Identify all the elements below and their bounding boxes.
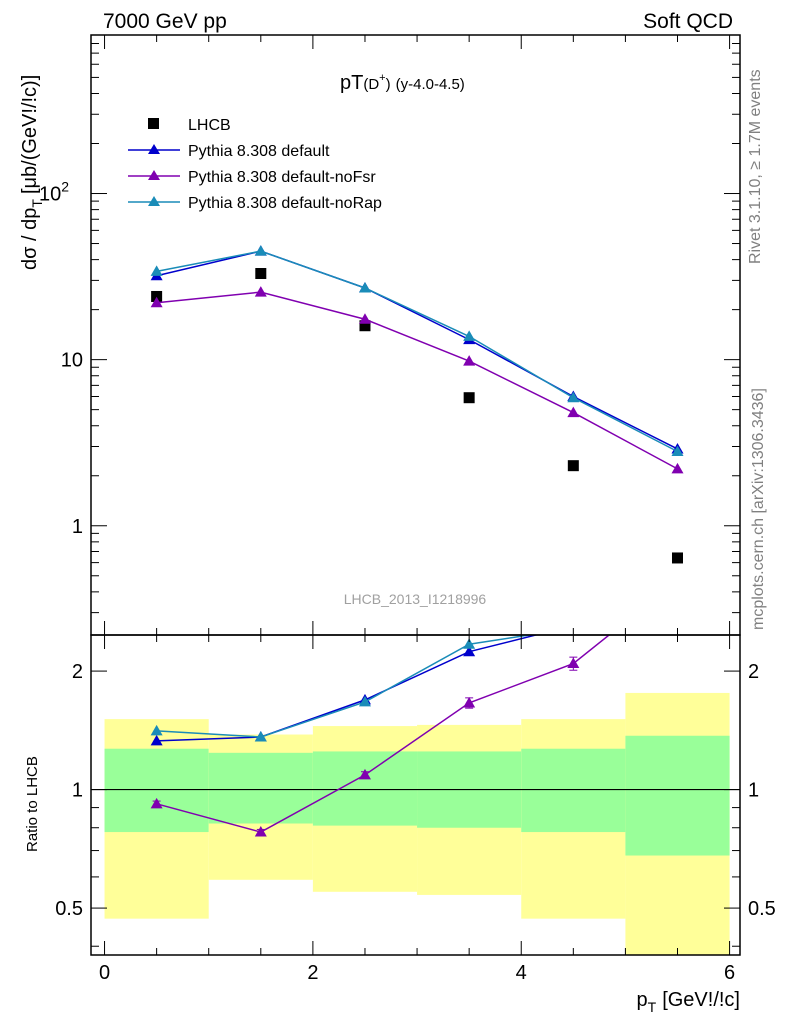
main-plot-area bbox=[150, 245, 684, 564]
x-label-unit: [GeV!/!c] bbox=[662, 989, 740, 1011]
data-point-data bbox=[567, 460, 579, 472]
chart-title-suffix: (y-4.0-4.5) bbox=[396, 76, 465, 93]
ratio-point-noFsr bbox=[567, 657, 580, 669]
source-label: mcplots.cern.ch [arXiv:1306.3436] bbox=[750, 388, 767, 630]
ratio-line-noRap bbox=[156, 635, 535, 738]
chart-title: pT(D+) (y-4.0-4.5) bbox=[340, 72, 465, 94]
legend-item-data: LHCB bbox=[148, 117, 231, 134]
x-tick-label: 4 bbox=[516, 962, 527, 984]
ratio-point-noFsr bbox=[358, 768, 371, 780]
data-point-data bbox=[255, 268, 267, 280]
ratio-point-noRap bbox=[358, 695, 371, 707]
data-point-noFsr bbox=[671, 462, 684, 474]
data-point-data bbox=[463, 392, 475, 404]
data-point-noRap bbox=[358, 281, 371, 293]
data-point-noFsr bbox=[567, 406, 580, 418]
data-point-noRap bbox=[671, 445, 684, 456]
legend-label-data: LHCB bbox=[188, 117, 231, 134]
main-y-tick-label: 10 bbox=[61, 350, 83, 372]
uncertainty-band-inner bbox=[208, 752, 313, 824]
data-point-data bbox=[151, 290, 163, 302]
data-point-noFsr bbox=[254, 286, 267, 297]
legend: LHCB Pythia 8.308 default Pythia 8.308 d… bbox=[128, 117, 382, 212]
ratio-point-noRap bbox=[463, 638, 476, 649]
data-point-data bbox=[359, 320, 371, 332]
data-point-noFsr bbox=[358, 313, 371, 324]
x-tick-label: 2 bbox=[307, 962, 318, 984]
x-tick-label: 0 bbox=[99, 962, 110, 984]
x-tick-label: 6 bbox=[724, 962, 735, 984]
legend-marker-triangle-nofsr bbox=[148, 170, 160, 180]
data-point-noRap bbox=[150, 265, 163, 276]
ratio-point-noFsr bbox=[463, 696, 476, 708]
ratio-y-tick-label-right: 2 bbox=[748, 661, 759, 683]
ratio-point-noRap bbox=[150, 724, 163, 736]
main-y-tick-label-sup: 2 bbox=[61, 179, 69, 195]
main-y-tick-label: 102 bbox=[39, 179, 69, 206]
ratio-point-noRap bbox=[254, 731, 267, 742]
main-y-label-main: dσ / dp bbox=[19, 208, 41, 270]
main-y-axis-label: dσ / dpT [μb/(GeV!/!c)] bbox=[19, 75, 45, 270]
ratio-plot-area bbox=[91, 635, 740, 955]
header-left: 7000 GeV pp bbox=[103, 10, 227, 33]
main-y-label-sub: T bbox=[29, 199, 45, 208]
uncertainty-band-inner bbox=[521, 748, 626, 833]
uncertainty-band-inner bbox=[104, 748, 209, 833]
legend-item-norap: Pythia 8.308 default-noRap bbox=[128, 195, 382, 212]
main-y-tick-label: 1 bbox=[72, 516, 83, 538]
series-line-default bbox=[156, 250, 678, 450]
ratio-point-default bbox=[150, 734, 163, 746]
legend-marker-square bbox=[148, 118, 159, 129]
chart-title-main: pT bbox=[340, 72, 363, 94]
legend-label-default: Pythia 8.308 default bbox=[188, 143, 330, 160]
legend-marker-triangle-norap bbox=[148, 196, 160, 206]
ratio-point-noFsr bbox=[150, 797, 163, 809]
data-point-data bbox=[671, 552, 683, 564]
x-label-sub: T bbox=[648, 999, 657, 1015]
data-point-noRap bbox=[567, 391, 580, 403]
uncertainty-band-inner bbox=[312, 751, 418, 826]
ratio-y-tick-label-left: 0.5 bbox=[55, 898, 83, 920]
legend-item-nofsr: Pythia 8.308 default-noFsr bbox=[128, 169, 376, 186]
ratio-axis-ticks: 0.5 0.5 1 1 2 2 0 2 4 6 bbox=[55, 635, 776, 984]
data-point-noRap bbox=[463, 330, 476, 341]
chart-title-close: ) bbox=[386, 76, 391, 93]
ratio-line-default bbox=[156, 635, 539, 742]
x-axis-label: pT [GeV!/!c] bbox=[637, 989, 741, 1015]
series-line-noRap bbox=[156, 250, 678, 453]
ratio-y-tick-label-right: 1 bbox=[748, 780, 759, 802]
data-point-noRap bbox=[254, 245, 267, 256]
main-y-tick-label-base: 10 bbox=[61, 350, 83, 372]
uncertainty-band-inner bbox=[625, 735, 730, 856]
legend-item-default: Pythia 8.308 default bbox=[128, 143, 330, 160]
ratio-point-noFsr bbox=[254, 826, 267, 837]
main-y-label-unit: [μb/(GeV!/!c)] bbox=[19, 75, 41, 194]
legend-label-nofsr: Pythia 8.308 default-noFsr bbox=[188, 169, 376, 186]
data-point-noFsr bbox=[463, 355, 476, 366]
ratio-y-tick-label-right: 0.5 bbox=[748, 898, 776, 920]
data-point-noFsr bbox=[150, 296, 163, 308]
x-label-main: p bbox=[637, 989, 648, 1011]
ratio-panel: 0.5 0.5 1 1 2 2 0 2 4 6 Ratio to LHCB pT [GeV!/!c] bbox=[24, 634, 776, 1015]
chart-title-paren: (D bbox=[363, 76, 379, 93]
rivet-label: Rivet 3.1.10, ≥ 1.7M events bbox=[747, 69, 764, 264]
ratio-y-tick-label-left: 1 bbox=[72, 780, 83, 802]
series-line-noFsr bbox=[156, 291, 678, 470]
header-right: Soft QCD bbox=[643, 10, 733, 33]
legend-label-norap: Pythia 8.308 default-noRap bbox=[188, 195, 382, 212]
main-y-tick-label-base: 10 bbox=[39, 184, 61, 206]
ratio-line-noFsr bbox=[156, 635, 611, 833]
ratio-frame bbox=[90, 634, 741, 956]
ratio-series-group bbox=[91, 635, 740, 955]
ratio-point-default bbox=[463, 645, 476, 657]
ratio-y-tick-label-left: 2 bbox=[72, 661, 83, 683]
analysis-watermark: LHCB_2013_I1218996 bbox=[344, 591, 487, 607]
main-y-tick-label-base: 1 bbox=[72, 516, 83, 538]
ratio-y-axis-label: Ratio to LHCB bbox=[24, 756, 41, 852]
chart-title-sup: + bbox=[379, 72, 385, 84]
legend-marker-triangle-default bbox=[148, 144, 160, 154]
